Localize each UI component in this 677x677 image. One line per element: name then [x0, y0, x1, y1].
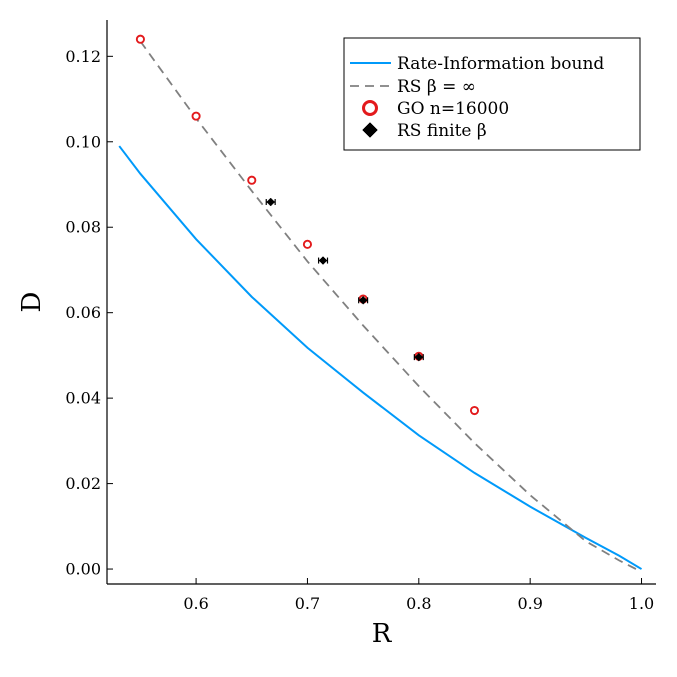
y-tick-label: 0.10: [65, 132, 101, 151]
series-line: [118, 145, 643, 570]
rs-finite-beta-point: [318, 256, 328, 265]
y-tick-label: 0.02: [65, 474, 101, 493]
x-tick-label: 1.0: [629, 594, 654, 613]
rs-finite-beta-point: [266, 197, 276, 207]
axes: 0.6 0.7 0.8 0.9 1.0 0.00 0.02 0.04 0.06 0.08 0.10 0…: [17, 20, 656, 649]
y-tick-label: 0.08: [65, 218, 101, 237]
go-point: [247, 175, 257, 185]
x-axis-title: R: [372, 619, 393, 649]
y-tick-label: 0.00: [65, 560, 101, 579]
legend: Rate-Information bound RS β = ∞GO n=16000…: [343, 37, 641, 151]
legend-label: RS finite β: [397, 121, 487, 141]
legend-entry: RS finite β: [362, 121, 487, 141]
y-tick-label: 0.06: [65, 303, 101, 322]
series-dashed: [139, 40, 637, 570]
legend-diamond-swatch: [362, 122, 378, 138]
go-point: [469, 405, 480, 416]
legend-label: Rate-Information bound: [397, 54, 604, 74]
x-tick-label: 0.9: [517, 594, 542, 613]
y-tick-label: 0.12: [65, 47, 101, 66]
legend-entry: RS β = ∞: [350, 77, 476, 97]
legend-label: GO n=16000: [397, 99, 509, 119]
legend-label: RS β = ∞: [397, 77, 476, 97]
series-diamond: [265, 197, 424, 362]
legend-box: [343, 37, 641, 151]
x-tick-label: 0.8: [406, 594, 431, 613]
legend-circle-swatch: [362, 100, 378, 116]
x-tick-label: 0.7: [295, 594, 320, 613]
series-open-circle: [135, 34, 480, 416]
legend-entry: Rate-Information bound: [350, 54, 604, 74]
go-point: [135, 34, 145, 44]
rs-beta-infinity-line: [139, 40, 637, 570]
go-point: [302, 239, 312, 249]
rate-information-bound-line: [118, 145, 643, 570]
y-tick-label: 0.04: [65, 389, 101, 408]
x-tick-label: 0.6: [183, 594, 208, 613]
series-layer: [118, 34, 643, 570]
go-point: [191, 111, 201, 121]
rs-finite-beta-point: [358, 295, 368, 305]
rs-finite-beta-point: [414, 352, 424, 362]
y-axis-title: D: [17, 292, 47, 313]
legend-entry: GO n=16000: [362, 99, 509, 119]
